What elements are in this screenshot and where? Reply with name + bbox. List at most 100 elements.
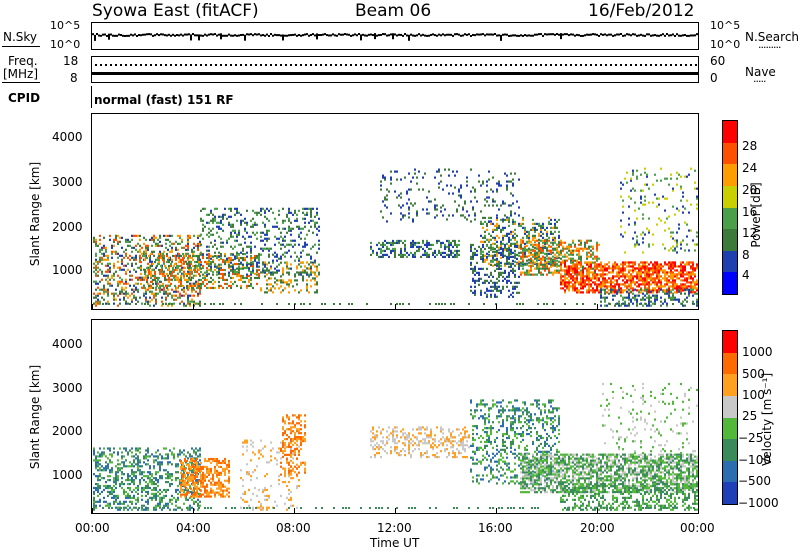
power-echo-cell [494,281,496,284]
power-echo-cell [620,181,622,184]
power-echo-cell [194,260,196,264]
power-echo-cell [576,273,578,276]
power-echo-cell [135,296,137,299]
power-echo-cell [125,292,127,295]
power-echo-cell [670,267,672,270]
power-echo-cell [580,271,582,274]
power-echo-cell [486,238,488,241]
nsky-trace-segment [156,33,158,36]
power-echo-cell [476,271,478,274]
power-echo-cell [97,302,99,305]
power-echo-cell [594,261,596,264]
power-echo-cell [606,269,608,272]
power-echo-cell [696,300,698,303]
power-echo-cell [542,241,544,244]
nsky-trace-segment [288,34,290,37]
power-echo-cell [564,269,566,272]
power-echo-cell [696,289,698,292]
power-echo-cell [506,242,508,245]
power-echo-cell [125,286,127,289]
power-echo-cell [526,255,528,258]
power-echo-cell [278,257,280,260]
power-echo-cell [646,183,648,186]
nsky-trace-segment [112,34,114,37]
velocity-echo-cell [105,465,107,468]
power-echo-cell [424,172,426,175]
power-echo-cell [436,239,438,243]
power-echo-cell [177,272,179,275]
power-echo-cell [628,288,630,291]
power-echo-cell [650,304,652,307]
power-echo-cell [187,296,189,299]
power-echo-cell [516,200,518,203]
power-echo-cell [522,261,524,264]
power-echo-cell [690,283,692,286]
power-echo-cell [550,230,552,233]
power-echo-cell [107,292,109,295]
velocity-echo-cell [93,490,95,494]
power-echo-cell [642,281,644,284]
velocity-echo-cell [109,453,111,456]
power-echo-cell [161,296,163,299]
velocity-echo-cell [113,496,115,499]
velocity-echo-cell [99,453,101,456]
power-echo-cell [189,304,191,307]
power-echo-cell [212,233,214,236]
power-echo-cell [280,279,282,282]
freq-dot [420,64,422,66]
power-echo-cell [680,263,682,266]
power-echo-cell [141,252,143,255]
power-echo-cell [540,271,542,274]
power-echo-cell [542,232,544,235]
velocity-echo-cell [141,486,143,490]
power-echo-cell [570,285,572,288]
power-echo-cell [304,213,306,216]
power-echo-cell [666,177,668,180]
power-echo-cell [210,266,212,270]
power-echo-cell [306,283,308,286]
power-echo-cell [680,283,682,286]
power-echo-cell [127,292,129,295]
power-echo-cell [282,269,284,272]
velocity-echo-cell [93,451,95,454]
power-echo-cell [694,243,696,246]
power-echo-cell [161,266,163,269]
power-echo-cell [586,279,588,282]
power-echo-cell [562,275,564,278]
power-echo-cell [226,260,228,264]
power-echo-cell [157,282,159,285]
power-echo-cell [492,222,494,226]
nsky-trace-segment [516,34,518,37]
power-echo-cell [644,279,646,282]
power-echo-cell [592,275,594,278]
power-echo-cell [648,217,650,220]
power-echo-cell [216,207,218,210]
power-echo-cell [183,276,185,279]
power-echo-cell [518,178,520,181]
power-echo-cell [580,241,582,244]
freq-underline [2,82,40,83]
power-echo-cell [210,286,212,290]
velocity-echo-cell [99,492,101,496]
power-echo-cell [154,278,156,282]
power-echo-cell [522,249,524,252]
power-echo-cell [596,259,598,262]
power-echo-cell [622,269,624,272]
power-echo-cell [642,237,644,240]
power-echo-cell [664,277,666,280]
power-echo-cell [512,220,514,224]
power-echo-cell [195,280,197,283]
power-echo-cell [574,279,576,282]
power-echo-cell [576,287,578,290]
power-echo-cell [652,265,654,268]
power-echo-cell [576,275,578,278]
power-echo-cell [594,273,596,276]
power-echo-cell [117,252,119,255]
power-echo-cell [244,221,246,224]
power-echo-cell [536,254,538,257]
power-echo-cell [402,214,404,217]
power-echo-cell [288,249,290,252]
power-echo-cell [496,216,498,220]
power-echo-cell [600,288,602,291]
velocity-echo-cell [129,486,131,490]
